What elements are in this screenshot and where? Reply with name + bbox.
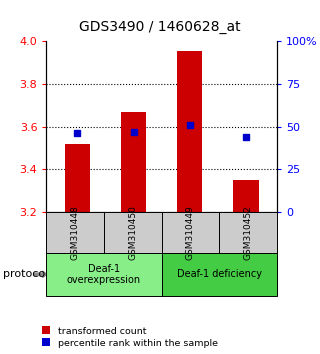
Text: GSM310452: GSM310452 [244, 205, 252, 260]
Bar [177, 51, 202, 212]
Text: GSM310448: GSM310448 [71, 205, 80, 260]
Text: GDS3490 / 1460628_at: GDS3490 / 1460628_at [79, 19, 241, 34]
Text: GSM310450: GSM310450 [128, 205, 137, 260]
Text: Deaf-1
overexpression: Deaf-1 overexpression [67, 263, 141, 285]
Bar [121, 112, 146, 212]
Bar [233, 180, 259, 212]
Text: GSM310449: GSM310449 [186, 205, 195, 260]
Text: protocol: protocol [3, 269, 48, 279]
Text: Deaf-1 deficiency: Deaf-1 deficiency [177, 269, 262, 279]
Legend: transformed count, percentile rank within the sample: transformed count, percentile rank withi… [37, 327, 219, 348]
Bar [65, 144, 90, 212]
